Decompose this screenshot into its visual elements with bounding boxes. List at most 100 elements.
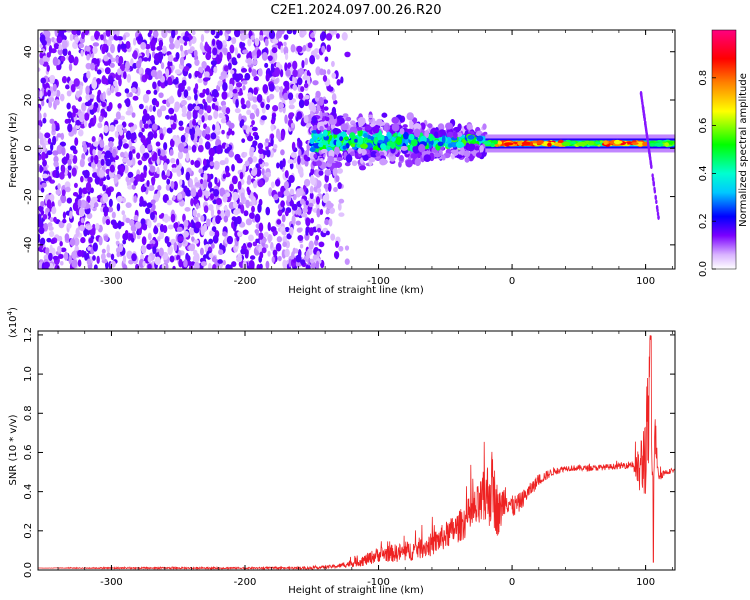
noise-blob (277, 209, 283, 217)
noise-blob (39, 90, 43, 99)
signal-blob (455, 154, 463, 159)
noise-blob (324, 56, 329, 62)
noise-blob (176, 254, 181, 261)
noise-blob (98, 169, 105, 178)
noise-blob (47, 137, 52, 145)
signal-blob (357, 147, 362, 155)
noise-blob (87, 176, 93, 183)
noise-blob (70, 145, 77, 151)
noise-blob (253, 75, 259, 82)
spectrogram-y-ticks: -40 -20 0 20 40 (23, 45, 675, 253)
noise-blob (277, 255, 282, 262)
noise-blob (215, 197, 222, 206)
noise-blob (50, 247, 56, 256)
noise-blob (54, 264, 60, 269)
noise-blob (46, 199, 52, 209)
noise-blob (52, 150, 59, 156)
noise-blob (46, 37, 52, 44)
noise-blob (229, 183, 234, 192)
noise-blob (234, 153, 241, 161)
noise-blob (154, 256, 161, 266)
noise-blob (268, 93, 275, 100)
y-tick-label: 0 (23, 145, 34, 151)
noise-blob (233, 30, 241, 38)
noise-blob (200, 33, 205, 43)
noise-blob (275, 243, 282, 252)
noise-blob (337, 182, 342, 190)
signal-blob (464, 157, 470, 163)
noise-blob (126, 158, 133, 167)
noise-blob (290, 122, 295, 129)
multiplier-exponent: 4 (6, 310, 14, 315)
signal-blob (342, 145, 347, 150)
noise-blob (95, 223, 100, 231)
signal-blob (312, 104, 317, 113)
noise-blob (237, 231, 243, 237)
noise-blob (294, 209, 299, 215)
noise-blob (122, 264, 128, 269)
snr-y-ticks: 0.0 0.2 0.4 0.6 0.8 1.0 1.2 (23, 327, 675, 578)
noise-blob (192, 118, 197, 126)
band-core (521, 141, 531, 146)
signal-blob (405, 128, 414, 133)
y-tick-label: 20 (23, 94, 34, 107)
noise-blob (295, 254, 302, 263)
noise-blob (63, 251, 69, 261)
noise-blob (331, 72, 337, 79)
noise-blob (166, 127, 173, 134)
signal-blob (351, 160, 358, 167)
spectrogram-frame (37, 29, 676, 270)
noise-blob (146, 179, 150, 187)
noise-blob (160, 105, 167, 112)
noise-blob (296, 227, 303, 233)
signal-blob (463, 150, 471, 158)
signal-blob (381, 112, 388, 118)
noise-blob (304, 94, 310, 100)
noise-blob (152, 105, 156, 112)
noise-blob (229, 44, 235, 54)
band-core (595, 141, 601, 145)
noise-blob (185, 171, 191, 181)
noise-blob (290, 152, 297, 159)
noise-blob (99, 140, 105, 148)
noise-blob (174, 69, 182, 75)
noise-blob (123, 128, 127, 134)
band-core (547, 142, 552, 147)
noise-blob (66, 197, 73, 204)
signal-blob (354, 138, 358, 143)
noise-blob (344, 245, 350, 251)
noise-blob (153, 89, 158, 95)
noise-blob (112, 148, 117, 158)
noise-blob (159, 224, 165, 233)
noise-blob (173, 180, 178, 191)
signal-blob (369, 156, 376, 163)
noise-blob (109, 75, 114, 84)
y-tick-label: 0.0 (23, 562, 34, 578)
noise-blob (322, 74, 328, 82)
noise-blob (194, 83, 199, 91)
noise-blob (153, 173, 160, 179)
noise-blob (194, 59, 200, 67)
noise-blob (242, 49, 249, 55)
signal-blob (466, 123, 473, 130)
noise-blob (48, 97, 55, 102)
colorbar-tick-label: 0.6 (698, 118, 709, 134)
noise-blob (267, 233, 272, 244)
streak-blob (652, 182, 656, 187)
noise-blob (297, 235, 304, 242)
signal-blob (339, 136, 344, 142)
noise-blob (110, 253, 115, 261)
noise-blob (253, 55, 257, 61)
noise-blob (218, 249, 224, 256)
noise-blob (217, 259, 223, 264)
signal-blob (343, 136, 349, 141)
noise-blob (178, 179, 183, 186)
noise-blob (184, 207, 191, 212)
noise-blob (167, 76, 173, 86)
noise-blob (169, 149, 174, 156)
signal-blob (467, 134, 475, 140)
noise-blob (38, 145, 42, 153)
signal-blob (322, 120, 328, 125)
noise-blob (228, 122, 235, 129)
